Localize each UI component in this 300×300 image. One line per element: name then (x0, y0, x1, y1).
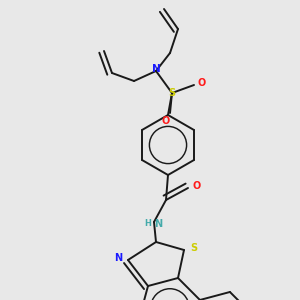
Text: O: O (198, 78, 206, 88)
Text: H: H (145, 220, 152, 229)
Text: N: N (154, 219, 162, 229)
Text: S: S (190, 243, 198, 253)
Text: O: O (193, 181, 201, 191)
Text: N: N (152, 64, 160, 74)
Text: O: O (162, 116, 170, 126)
Text: N: N (114, 253, 122, 263)
Text: S: S (168, 88, 175, 98)
